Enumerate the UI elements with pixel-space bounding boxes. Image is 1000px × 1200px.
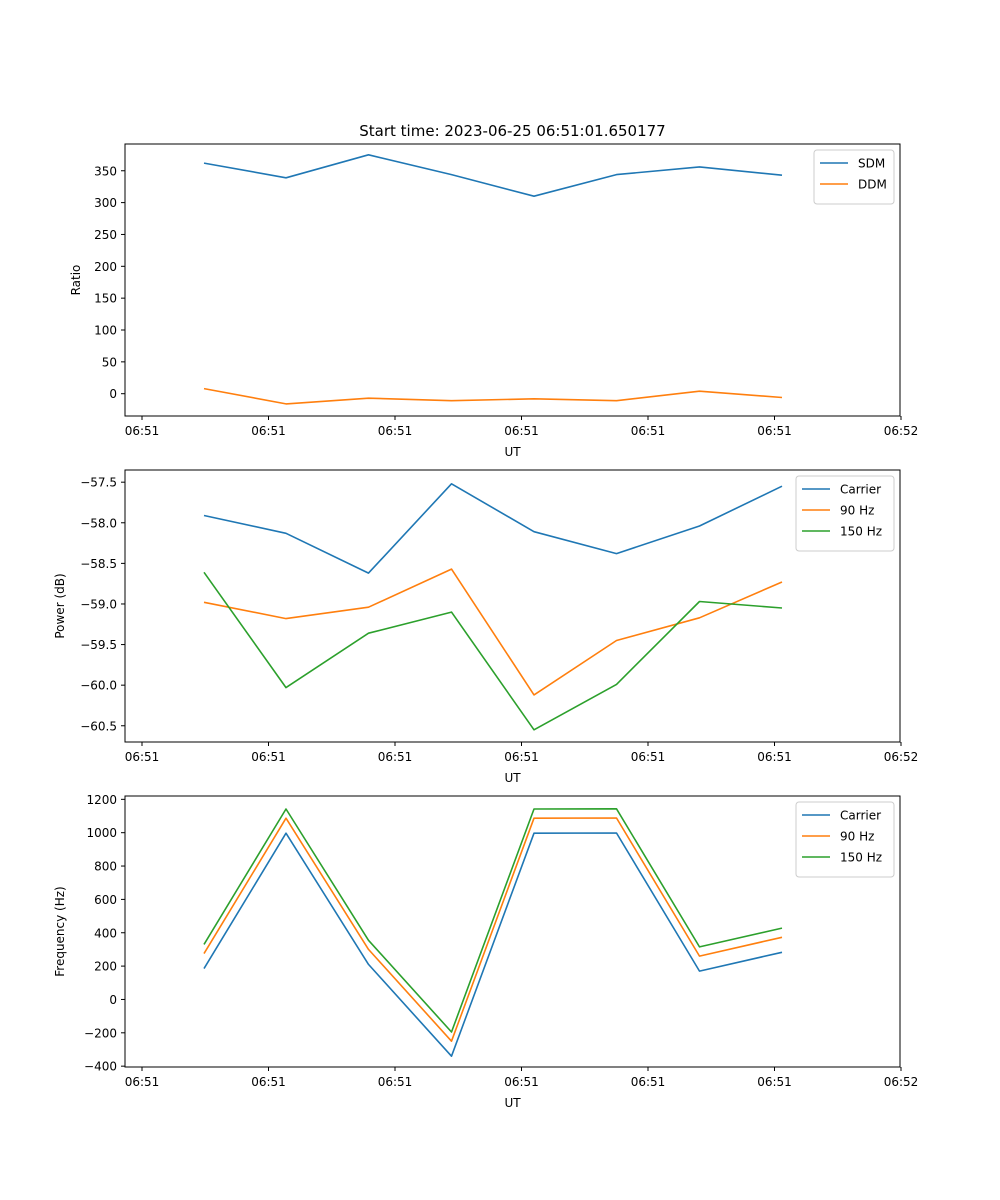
x-tick-label: 06:51 <box>631 1075 666 1089</box>
legend: Carrier 90 Hz 150 Hz <box>795 475 895 552</box>
y-tick-label: −59.0 <box>80 597 117 611</box>
x-tick-label: 06:52 <box>884 750 919 764</box>
axes-frame <box>124 143 901 417</box>
y-axis-label: Power (dB) <box>53 573 67 638</box>
legend-label: Carrier <box>840 483 881 497</box>
axes-frame <box>124 469 901 743</box>
x-tick-label: 06:51 <box>631 424 666 438</box>
legend: SDM DDM <box>813 149 895 205</box>
y-tick-label: −60.5 <box>80 719 117 733</box>
legend: Carrier 90 Hz 150 Hz <box>795 801 895 878</box>
x-tick-label: 06:51 <box>504 1075 539 1089</box>
legend-box <box>795 801 895 878</box>
y-tick-label: 0 <box>109 387 117 401</box>
y-tick-label: 200 <box>94 260 117 274</box>
y-tick-label: 350 <box>94 164 117 178</box>
x-tick-label: 06:52 <box>884 424 919 438</box>
y-tick-label: 300 <box>94 196 117 210</box>
legend-box <box>795 475 895 552</box>
chart-title: Start time: 2023-06-25 06:51:01.650177 <box>359 122 665 140</box>
y-tick-label: 0 <box>109 993 117 1007</box>
x-tick-label: 06:51 <box>251 424 286 438</box>
series-line-ddm <box>203 387 783 405</box>
legend-label: SDM <box>858 157 885 171</box>
y-tick-label: −58.5 <box>80 557 117 571</box>
legend-label: 90 Hz <box>840 830 874 844</box>
y-tick-label: −60.0 <box>80 679 117 693</box>
y-tick-label: −58.0 <box>80 516 117 530</box>
panel-2: 06:51 06:51 06:51 06:51 06:51 06:51 06:52 UT −60… <box>53 469 919 785</box>
y-tick-label: −59.5 <box>80 638 117 652</box>
legend-label: 150 Hz <box>840 525 882 539</box>
series-line-carrier <box>203 482 783 574</box>
y-tick-label: 50 <box>102 355 117 369</box>
legend-label: 150 Hz <box>840 851 882 865</box>
y-tick-label: −57.5 <box>80 476 117 490</box>
x-tick-label: 06:51 <box>251 1075 286 1089</box>
x-tick-label: 06:52 <box>884 1075 919 1089</box>
y-tick-label: 250 <box>94 228 117 242</box>
legend-label: 90 Hz <box>840 504 874 518</box>
x-tick-label: 06:51 <box>504 750 539 764</box>
y-tick-label: 150 <box>94 292 117 306</box>
y-tick-label: −400 <box>84 1060 117 1074</box>
legend-label: Carrier <box>840 809 881 823</box>
x-axis-label: UT <box>504 1096 521 1110</box>
x-tick-label: 06:51 <box>378 1075 413 1089</box>
x-axis-label: UT <box>504 771 521 785</box>
y-tick-label: 100 <box>94 324 117 338</box>
y-tick-label: 800 <box>94 860 117 874</box>
y-axis-label: Ratio <box>69 265 83 296</box>
x-tick-label: 06:51 <box>251 750 286 764</box>
y-tick-label: −200 <box>84 1026 117 1040</box>
axes-frame <box>124 795 901 1068</box>
panels: 06:51 06:51 06:51 06:51 06:51 06:51 06:52 UT 0 50… <box>53 143 919 1110</box>
x-tick-label: 06:51 <box>378 750 413 764</box>
x-tick-label: 06:51 <box>504 424 539 438</box>
x-tick-label: 06:51 <box>757 1075 792 1089</box>
legend-label: DDM <box>858 178 887 192</box>
panel-3: 06:51 06:51 06:51 06:51 06:51 06:51 06:52 UT −40… <box>53 793 918 1110</box>
y-tick-label: 400 <box>94 926 117 940</box>
y-axis-label: Frequency (Hz) <box>53 886 67 977</box>
x-axis-label: UT <box>504 445 521 459</box>
series-line-sdm <box>203 154 783 197</box>
x-tick-label: 06:51 <box>125 424 160 438</box>
x-tick-label: 06:51 <box>757 424 792 438</box>
y-tick-label: 200 <box>94 960 117 974</box>
x-tick-label: 06:51 <box>757 750 792 764</box>
x-tick-label: 06:51 <box>378 424 413 438</box>
series-line-150-hz <box>203 807 783 1033</box>
x-tick-label: 06:51 <box>631 750 666 764</box>
y-tick-label: 1000 <box>86 826 117 840</box>
x-tick-label: 06:51 <box>125 750 160 764</box>
y-tick-label: 1200 <box>86 793 117 807</box>
series-line-150-hz <box>203 571 783 731</box>
y-tick-label: 600 <box>94 893 117 907</box>
series-line-carrier <box>203 832 783 1057</box>
x-tick-label: 06:51 <box>125 1075 160 1089</box>
panel-1: 06:51 06:51 06:51 06:51 06:51 06:51 06:52 UT 0 50… <box>69 143 919 459</box>
series-line-90-hz <box>203 817 783 1042</box>
series-line-90-hz <box>203 568 783 696</box>
